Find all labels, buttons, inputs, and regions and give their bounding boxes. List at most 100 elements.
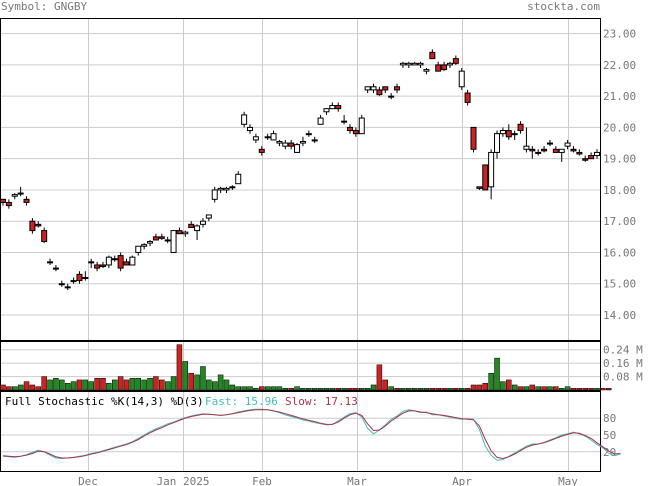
candle-body [429,51,436,60]
candle-body [299,140,306,144]
candle-body [564,142,571,147]
symbol-label: Symbol: GNGBY [1,0,88,13]
candle-body [423,69,430,72]
volume-bar [147,378,153,391]
candle-body [258,148,265,153]
volume-bar [82,379,89,391]
candle-body [276,140,283,144]
candle-body [441,64,448,71]
volume-bar [517,386,524,391]
candle-body [270,133,277,141]
volume-bar [206,379,212,391]
candle-body [570,148,577,152]
site-label[interactable]: stockta.com [527,0,600,13]
stochastic-tick-label: 50 [603,429,616,442]
volume-bar [606,388,612,391]
stochastic-fast-label: Fast: 15.96 [205,395,278,408]
candle-body [529,148,536,152]
candle-body [582,158,589,161]
candle-body [405,62,412,66]
volume-bar [76,379,83,391]
volume-tick-label: 0.24 M [603,344,643,357]
candle-body [329,105,336,110]
volume-bar [411,388,418,391]
volume-bar [47,379,53,391]
candle-body [5,201,12,207]
volume-bar [188,372,194,391]
volume-bar [29,384,36,391]
candle-body [594,151,600,157]
x-tick-label: Jan 2025 [157,475,210,486]
volume-bar [53,378,59,391]
volume-bar [317,388,324,391]
candle-body [335,105,342,110]
candle-body [17,192,24,195]
volume-bar [153,376,159,391]
volume-bar [117,376,124,391]
volume-bar [382,379,389,391]
price-tick-label: 20.00 [603,121,636,134]
volume-bar [259,386,265,391]
x-tick-label: May [558,475,578,486]
volume-bar [553,386,559,391]
candle-body [47,261,54,264]
candle-body [129,256,136,266]
candle-body [141,244,148,247]
candle-body [241,114,248,125]
volume-bar [429,388,436,391]
volume-bar [335,388,341,391]
candle-body [323,108,330,113]
volume-bar [217,374,224,391]
volume-bar [323,388,330,391]
candle-body [217,187,224,191]
candle-body [64,286,71,289]
candle-body [464,92,471,103]
candle-body [94,264,101,269]
candle-body [194,225,201,232]
volume-bar [353,388,359,391]
volume-bar [488,372,494,391]
candle-body [488,151,495,188]
volume-bar [182,361,189,391]
candle-body [199,220,206,225]
volume-bar [41,376,47,391]
volume-bar [506,379,512,391]
candle-body [252,136,259,141]
volume-bar [547,386,553,391]
candle-body [123,261,130,266]
candle-body [505,130,512,138]
candle-body [29,220,36,232]
volume-bar [200,366,206,391]
volume-bar [94,378,100,391]
volume-bar [288,388,294,391]
candle-body [588,155,595,160]
candle-body [288,142,295,147]
candle-body [541,148,548,152]
volume-bar [329,388,336,391]
volume-bar [12,386,18,391]
candle-body [247,126,254,132]
candle-body [147,241,154,244]
candle-body [517,123,524,132]
candle-body [52,267,59,270]
volume-panel [0,341,601,391]
candle-body [399,62,406,66]
volume-bar [511,384,518,391]
volume-tick-label: 0.08 M [603,371,643,384]
volume-bar [270,386,277,391]
price-tick-label: 16.00 [603,246,636,259]
price-tick-label: 14.00 [603,309,636,322]
volume-bar [394,388,400,391]
candle-body [23,198,30,203]
volume-bar [88,381,94,391]
volume-bar [59,379,65,391]
candle-body [58,283,65,286]
candle-body [364,86,371,91]
volume-bar [253,388,259,391]
volume-bar [306,388,312,391]
volume-bar [341,388,347,391]
volume-bar [347,388,353,391]
volume-bar [164,381,171,391]
candle-body [205,214,212,219]
candle-body [470,126,477,150]
